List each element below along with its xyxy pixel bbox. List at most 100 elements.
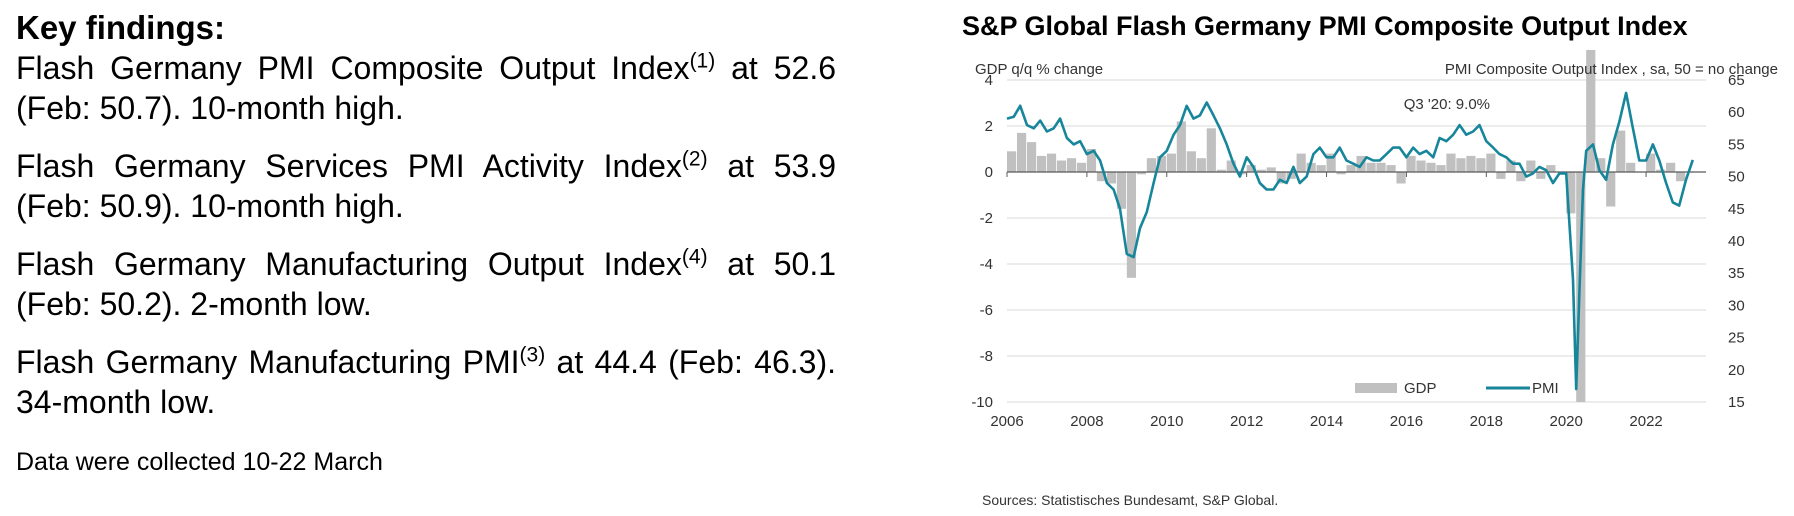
gdp-bar — [1206, 128, 1216, 172]
gridlines — [1007, 79, 1706, 403]
gdp-bar — [1196, 158, 1206, 172]
gdp-bar — [1516, 172, 1526, 182]
gdp-bar — [1416, 160, 1426, 172]
gdp-bar — [1526, 160, 1536, 172]
gdp-bar — [1366, 162, 1376, 172]
gdp-bars — [1007, 50, 1686, 402]
gdp-bar — [1176, 121, 1186, 172]
collection-note: Data were collected 10-22 March — [16, 448, 383, 476]
x-tick-label: 2018 — [1470, 413, 1503, 430]
gdp-bar — [1476, 158, 1486, 172]
right-tick-label: 20 — [1728, 362, 1745, 379]
gdp-bar — [1536, 172, 1546, 179]
x-tick-label: 2020 — [1550, 413, 1583, 430]
finding-text: Flash Germany Services PMI Activity Inde… — [16, 148, 682, 184]
gdp-bar — [1186, 151, 1196, 172]
gdp-bar — [1596, 158, 1606, 172]
finding-text: Flash Germany Manufacturing Output Index — [16, 246, 682, 282]
key-findings-heading: Key findings: — [16, 9, 226, 46]
gdp-bar — [1256, 169, 1266, 172]
left-tick-labels: 4 2 0 -2 -4 -6 -8 -10 — [971, 72, 993, 411]
gdp-bar — [1026, 142, 1037, 172]
finding-manufacturing-output: Flash Germany Manufacturing Output Index… — [16, 244, 836, 324]
finding-composite: Flash Germany PMI Composite Output Index… — [16, 48, 836, 128]
right-tick-label: 45 — [1728, 201, 1745, 218]
left-tick-label: -10 — [971, 394, 993, 411]
gdp-bar — [1136, 172, 1147, 175]
gdp-bar — [1446, 153, 1456, 172]
left-tick-label: 2 — [985, 118, 993, 135]
x-tick-label: 2012 — [1230, 413, 1263, 430]
pmi-line — [1006, 91, 1695, 391]
gdp-bar — [1406, 155, 1416, 172]
left-axis-label: GDP q/q % change — [975, 61, 1103, 78]
pmi-series-line — [1006, 91, 1695, 391]
finding-text: at 53.9 (Feb: 50.9). 10-month high. — [16, 148, 837, 224]
finding-manufacturing-pmi: Flash Germany Manufacturing PMI(3) at 44… — [16, 342, 836, 422]
gdp-bar — [1376, 162, 1386, 172]
right-tick-label: 50 — [1728, 169, 1745, 186]
gdp-bar — [1156, 155, 1166, 172]
right-tick-label: 40 — [1728, 233, 1745, 250]
gdp-bar — [1626, 162, 1636, 172]
gdp-bar — [1046, 153, 1057, 172]
right-axis-label: PMI Composite Output Index , sa, 50 = no… — [1445, 61, 1778, 78]
x-tick-labels: 2006 2008 2010 2012 2014 2016 2018 2020 2022 — [990, 413, 1662, 430]
chart-source: Sources: Statistisches Bundesamt, S&P Gl… — [982, 492, 1278, 508]
gdp-bar — [1066, 158, 1077, 172]
gdp-bar — [1656, 169, 1666, 172]
gdp-bar — [1007, 151, 1017, 172]
x-tick-label: 2010 — [1150, 413, 1183, 430]
chart-title: S&P Global Flash Germany PMI Composite O… — [962, 11, 1688, 41]
gdp-bar — [1276, 172, 1286, 184]
finding-text: at 52.6 (Feb: 50.7). 10-month high. — [16, 50, 837, 126]
gdp-bar — [1676, 172, 1686, 182]
right-tick-label: 55 — [1728, 136, 1745, 153]
left-tick-label: 4 — [985, 72, 993, 89]
gdp-bar — [1146, 158, 1156, 172]
gdp-bar — [1166, 153, 1176, 172]
gdp-bar — [1506, 160, 1516, 172]
x-tick-label: 2008 — [1070, 413, 1103, 430]
x-tick-label: 2016 — [1390, 413, 1423, 430]
gdp-bar — [1296, 153, 1306, 172]
peak-annotation: Q3 '20: 9.0% — [1404, 96, 1490, 113]
gdp-bar — [1126, 172, 1137, 278]
gdp-bar — [1116, 172, 1127, 209]
gdp-bar — [1436, 165, 1446, 172]
gdp-bar — [1056, 160, 1067, 172]
gdp-bar — [1086, 149, 1097, 172]
right-tick-label: 25 — [1728, 330, 1745, 347]
gdp-bar — [1216, 169, 1226, 172]
gdp-bar — [1306, 162, 1316, 172]
left-tick-label: -8 — [980, 348, 993, 365]
gdp-bar — [1316, 165, 1326, 172]
gdp-bar — [1076, 162, 1087, 172]
finding-text: at 50.1 (Feb: 50.2). 2-month low. — [16, 246, 837, 322]
gdp-bar — [1666, 162, 1676, 172]
gdp-bar — [1346, 165, 1356, 172]
right-tick-label: 35 — [1728, 265, 1745, 282]
gdp-bar — [1426, 162, 1436, 172]
gdp-bar — [1486, 153, 1496, 172]
gdp-bar — [1266, 167, 1276, 172]
gdp-bar — [1326, 153, 1336, 172]
left-tick-label: -2 — [980, 210, 993, 227]
finding-services: Flash Germany Services PMI Activity Inde… — [16, 146, 836, 226]
x-tick-label: 2006 — [990, 413, 1023, 430]
right-tick-label: 60 — [1728, 104, 1745, 121]
legend-pmi-label: PMI — [1532, 380, 1559, 397]
gdp-bar — [1396, 172, 1406, 184]
finding-text: at 44.4 (Feb: 46.3). 34-month low. — [16, 344, 837, 420]
right-tick-label: 65 — [1728, 72, 1745, 89]
gdp-bar — [1246, 165, 1256, 172]
gdp-bar — [1016, 132, 1027, 172]
x-tick-label: 2014 — [1310, 413, 1343, 430]
gdp-bar — [1386, 165, 1396, 172]
gdp-bar — [1606, 172, 1616, 207]
legend-gdp-swatch — [1355, 383, 1397, 393]
left-tick-label: -4 — [980, 256, 993, 273]
gdp-bar — [1616, 130, 1626, 172]
left-tick-label: -6 — [980, 302, 993, 319]
gdp-bar — [1546, 165, 1556, 172]
